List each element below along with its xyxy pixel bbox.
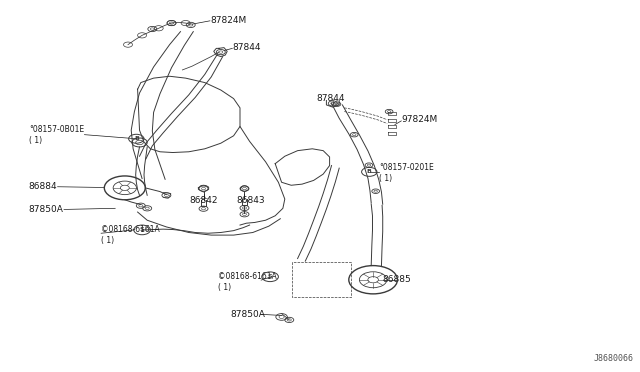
Text: 87844: 87844 (232, 43, 261, 52)
Text: 87844: 87844 (317, 94, 346, 103)
Text: 87850A: 87850A (230, 310, 265, 319)
Text: B: B (367, 169, 372, 174)
Text: °08157-0201E
( 1): °08157-0201E ( 1) (379, 163, 434, 183)
Text: S: S (140, 227, 145, 232)
Text: °08157-0B01E
( 1): °08157-0B01E ( 1) (29, 125, 84, 145)
Text: J8680066: J8680066 (594, 354, 634, 363)
Text: 86843: 86843 (237, 196, 266, 205)
Text: ©08168-6161A
( 1): ©08168-6161A ( 1) (101, 225, 160, 245)
Text: 87850A: 87850A (29, 205, 63, 214)
Text: B: B (134, 136, 139, 141)
Text: 86842: 86842 (189, 196, 218, 205)
Text: 87824M: 87824M (210, 16, 246, 25)
Text: ©08168-6161A
( 1): ©08168-6161A ( 1) (218, 272, 276, 292)
Text: 86885: 86885 (383, 275, 412, 284)
Text: S: S (268, 274, 273, 279)
Text: 97824M: 97824M (401, 115, 438, 124)
Text: 86884: 86884 (29, 182, 58, 191)
